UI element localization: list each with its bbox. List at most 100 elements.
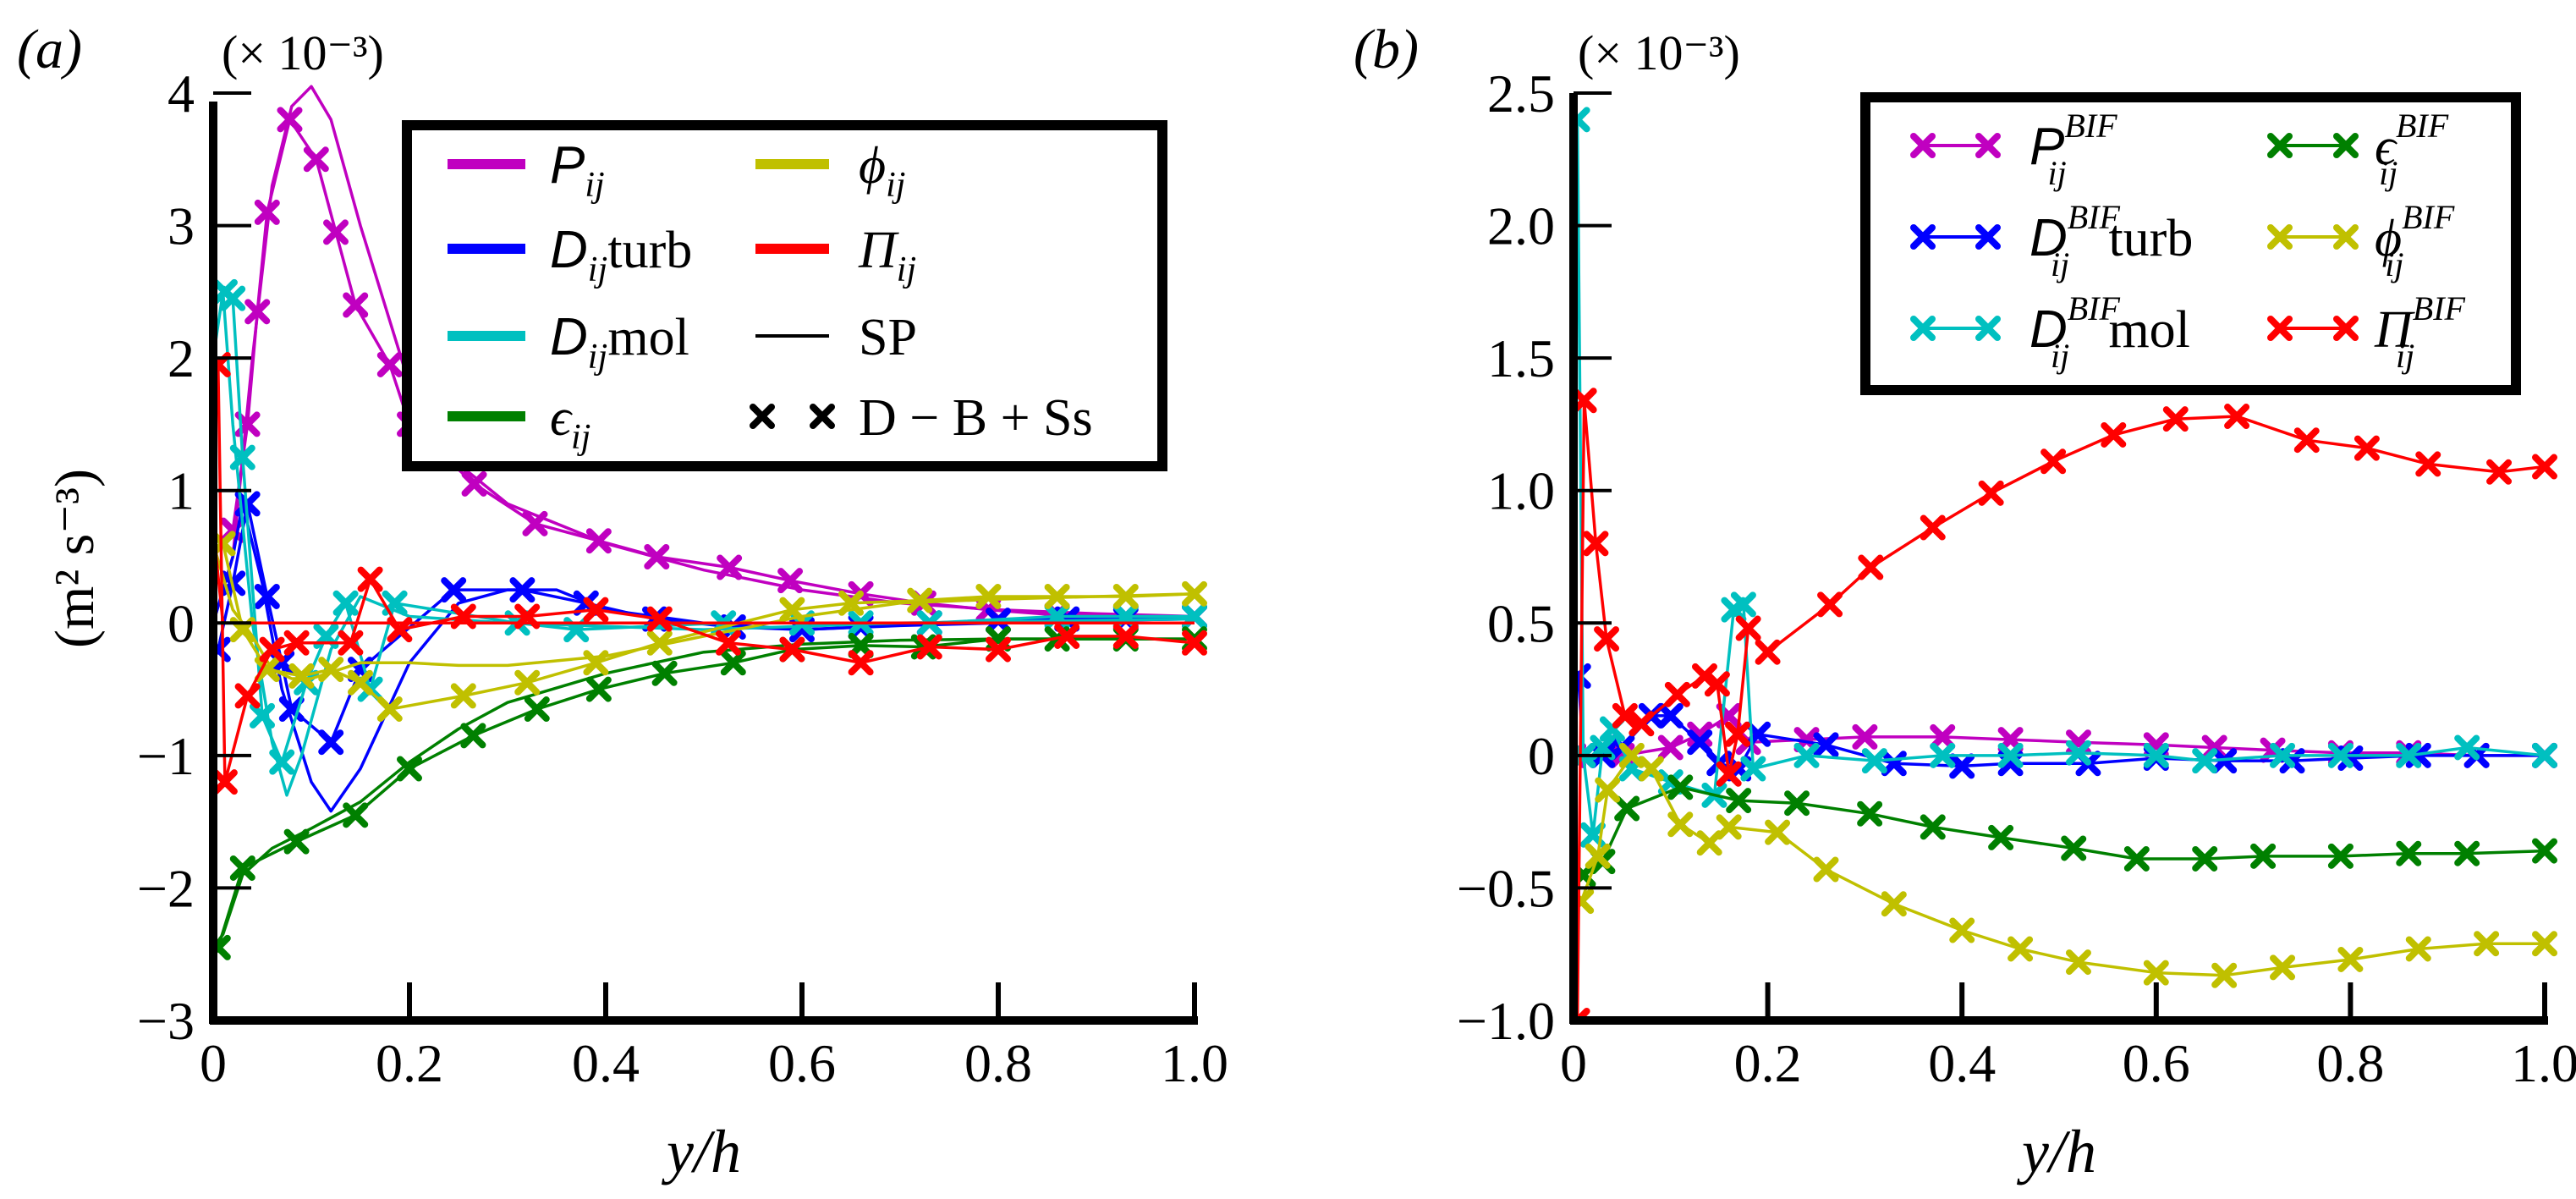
series--ij-dbs-marker [213, 934, 231, 960]
legend-label: D − B + Ss [859, 389, 1093, 447]
series--ij-bif-marker [1574, 1008, 1590, 1020]
legend-marker-icon [2333, 224, 2359, 250]
legend-subscript: ij [2385, 245, 2403, 283]
scale-factor-label: (× 10⁻³) [1578, 25, 1740, 80]
series--ij-dbs-marker [651, 660, 678, 686]
y-tick-label: −0.5 [1457, 858, 1555, 918]
series--ij-bif-marker [1704, 671, 1730, 697]
panel-a-chart: −3 −2 −1 0 1 2 3 4 0 0.2 0.4 0.6 0.8 1.0 (a) (× 10⁻³) y/… [17, 19, 1228, 1185]
series--ij-bif-marker [1667, 774, 1694, 800]
legend-subscript: ij [588, 250, 607, 289]
series--ij-bif-marker [1817, 591, 1843, 618]
series-d-ij-mol-dbs-marker [250, 702, 275, 729]
series-d-ij-mol-dbs-marker [229, 444, 255, 470]
series--ij-bif-marker [1881, 891, 1907, 917]
series-d-ij-bif-mol-marker [1730, 591, 1756, 618]
legend-box [402, 120, 1167, 471]
series--ij-bif-marker [1813, 856, 1839, 883]
legend-symbol: Π [858, 222, 899, 279]
series-d-ij-mol-dbs-marker [220, 285, 246, 311]
y-tick-label: −1 [137, 726, 195, 786]
legend-entry: DBIF ij turb [1910, 198, 2193, 283]
legend-symbol: ϕ [859, 137, 886, 195]
series--ij-dbs-marker [397, 756, 422, 782]
series--ij-bif-marker [2101, 421, 2127, 448]
legend-label: Pij [550, 136, 605, 205]
series--ij-dbs-marker [450, 603, 476, 630]
series-d-ij-bif-turb-marker [1881, 751, 1907, 777]
series--ij-bif-marker [1595, 777, 1621, 803]
y-tick-label: 2 [168, 328, 195, 388]
series-p-ij-bif-marker [1930, 723, 1956, 750]
x-tick-label: 1.0 [2511, 1033, 2576, 1093]
series--ij-dbs-marker [450, 683, 476, 709]
legend-entry: Dij turb [448, 221, 692, 289]
y-tick-label: 0.5 [1487, 593, 1555, 653]
series--ij-bif-marker [1765, 819, 1791, 845]
series--ij-dbs-marker [283, 828, 310, 855]
series--ij-bif-marker [2532, 838, 2557, 864]
x-tick-label: 0.2 [1734, 1033, 1802, 1093]
legend-subscript: ij [886, 166, 905, 205]
legend-label: ϕBIF ij [2375, 198, 2455, 283]
series--ij-bif-marker [1857, 800, 1883, 827]
series--ij-bif-marker [1583, 531, 1609, 557]
series--ij-bif-marker [2532, 931, 2557, 957]
series--ij-dbs-marker [387, 617, 413, 643]
legend-entry: ϵij [448, 389, 590, 457]
legend-suffix: turb [2108, 210, 2193, 267]
series--ij-dbs-marker [348, 669, 373, 696]
series--ij-dbs-marker [343, 802, 369, 828]
legend-label: Πij [858, 222, 916, 289]
panel-label: (a) [17, 19, 82, 80]
series-d-ij-bif-mol-marker [2065, 740, 2091, 766]
series--ij-dbs-marker [779, 597, 805, 623]
series-d-ij-bif-turb-marker [1574, 663, 1591, 689]
series-p-ij-dbs-marker [644, 544, 670, 569]
series-d-ij-bif-mol-marker [2192, 748, 2218, 774]
legend-marker-icon [2267, 224, 2293, 250]
legend-label: ϵBIF ij [2375, 107, 2449, 192]
legend-entry: D − B + Ss [750, 389, 1093, 447]
legend-superscript: BIF [2402, 198, 2455, 236]
legend-symbol: P [550, 136, 585, 195]
series-d-ij-bif-mol-marker [1590, 734, 1616, 761]
series--ij-dbs-marker [524, 696, 550, 723]
series--ij-dbs-marker [1182, 580, 1207, 607]
series--ij-bif-marker [2293, 427, 2320, 454]
series--ij-bif-marker [1725, 721, 1751, 747]
legend-symbol: D [550, 221, 588, 279]
series--ij-dbs-marker [583, 650, 609, 676]
y-tick-label: 3 [168, 196, 195, 256]
series-p-ij-bif-marker [1852, 723, 1878, 750]
y-tick-label: −1.0 [1457, 991, 1555, 1051]
series--ij-bif-marker [2532, 454, 2557, 480]
series--ij-dbs-marker [1182, 630, 1207, 656]
series-d-ij-mol-dbs-marker [269, 749, 295, 775]
legend-superscript: BIF [2413, 289, 2466, 327]
series--ij-bif-marker [1726, 788, 1752, 814]
legend-superscript: BIF [2068, 289, 2121, 327]
series--ij-bif-marker [2474, 931, 2500, 957]
series--ij-dbs-marker [848, 650, 874, 676]
series--ij-bif-marker [1574, 388, 1597, 414]
series-d-ij-turb-dbs-marker [278, 696, 305, 723]
series--ij-dbs-marker [283, 630, 310, 656]
legend-symbol: ϕ [2375, 210, 2402, 267]
series--ij-dbs-marker [907, 587, 933, 613]
series-d-ij-bif-turb-marker [1949, 753, 1975, 779]
legend-marker-icon [1975, 224, 2001, 250]
series-d-ij-bif-mol-marker [2396, 742, 2422, 768]
series--ij-bif-marker [1920, 514, 1946, 541]
legend-marker-icon [2267, 316, 2293, 341]
series--ij-dbs-marker [288, 663, 315, 689]
legend-superscript: BIF [2068, 198, 2121, 236]
y-tick-label: 0 [168, 593, 195, 653]
legend-label: SP [859, 309, 917, 366]
series-p-ij-dbs-marker [376, 351, 403, 377]
series-d-ij-bif-turb-marker [1687, 729, 1713, 756]
legend-suffix: D − B + Ss [859, 389, 1093, 447]
series--ij-bif-marker [1618, 742, 1645, 768]
series--ij-bif-marker [1664, 681, 1690, 707]
